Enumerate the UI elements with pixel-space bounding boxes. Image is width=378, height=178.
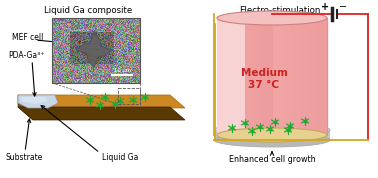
Polygon shape	[18, 95, 58, 108]
Text: −: −	[339, 2, 347, 12]
Bar	[52, 18, 140, 83]
Polygon shape	[18, 95, 33, 120]
Text: Liquid Ga: Liquid Ga	[102, 153, 138, 163]
Polygon shape	[18, 107, 185, 120]
Text: MEF cell: MEF cell	[12, 33, 43, 43]
Text: Liquid Ga composite: Liquid Ga composite	[44, 6, 132, 15]
Ellipse shape	[214, 133, 330, 147]
Bar	[217, 18, 327, 135]
Ellipse shape	[217, 11, 327, 25]
Text: PDA-Ga³⁺: PDA-Ga³⁺	[8, 51, 44, 59]
Bar	[52, 18, 140, 83]
Text: +: +	[321, 2, 329, 12]
Polygon shape	[76, 32, 112, 68]
Bar	[217, 18, 245, 135]
Ellipse shape	[214, 123, 330, 137]
Polygon shape	[20, 97, 48, 104]
Bar	[214, 130, 330, 140]
Text: Enhanced cell growth: Enhanced cell growth	[229, 156, 315, 164]
Ellipse shape	[217, 128, 327, 142]
Text: 10 μm: 10 μm	[113, 68, 130, 73]
Polygon shape	[18, 95, 185, 108]
Text: Substrate: Substrate	[5, 153, 42, 163]
Bar	[118, 88, 140, 104]
Text: Electro-stimulation: Electro-stimulation	[239, 6, 321, 15]
Text: Medium
37 °C: Medium 37 °C	[240, 68, 287, 90]
